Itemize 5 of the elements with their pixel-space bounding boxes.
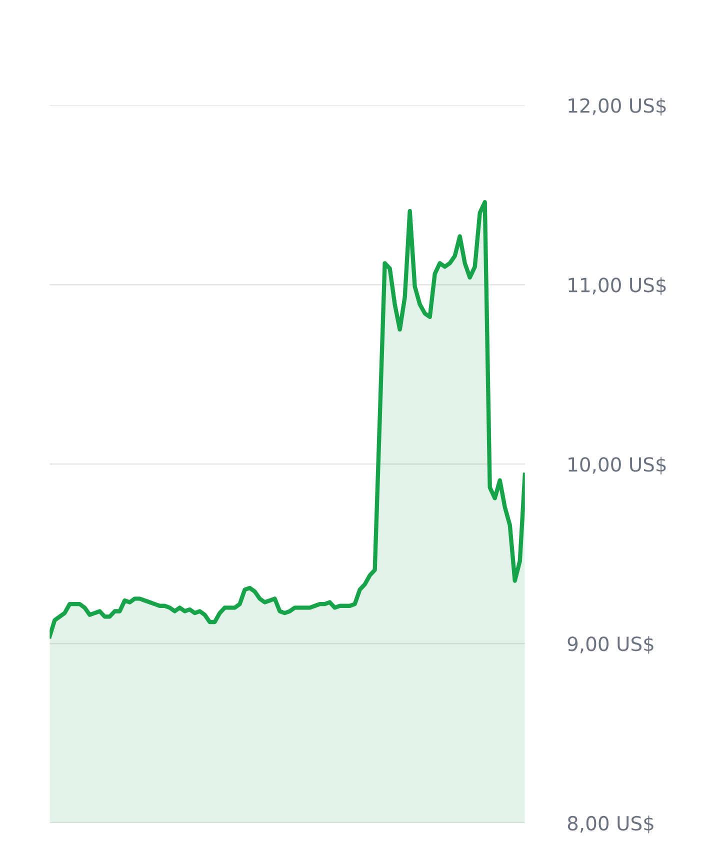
y-tick-label: 9,00 US$ [568,636,654,654]
y-tick-label: 10,00 US$ [568,456,666,474]
y-tick-label: 12,00 US$ [568,98,666,116]
y-tick-label: 11,00 US$ [568,277,666,295]
y-tick-label: 8,00 US$ [568,816,654,834]
